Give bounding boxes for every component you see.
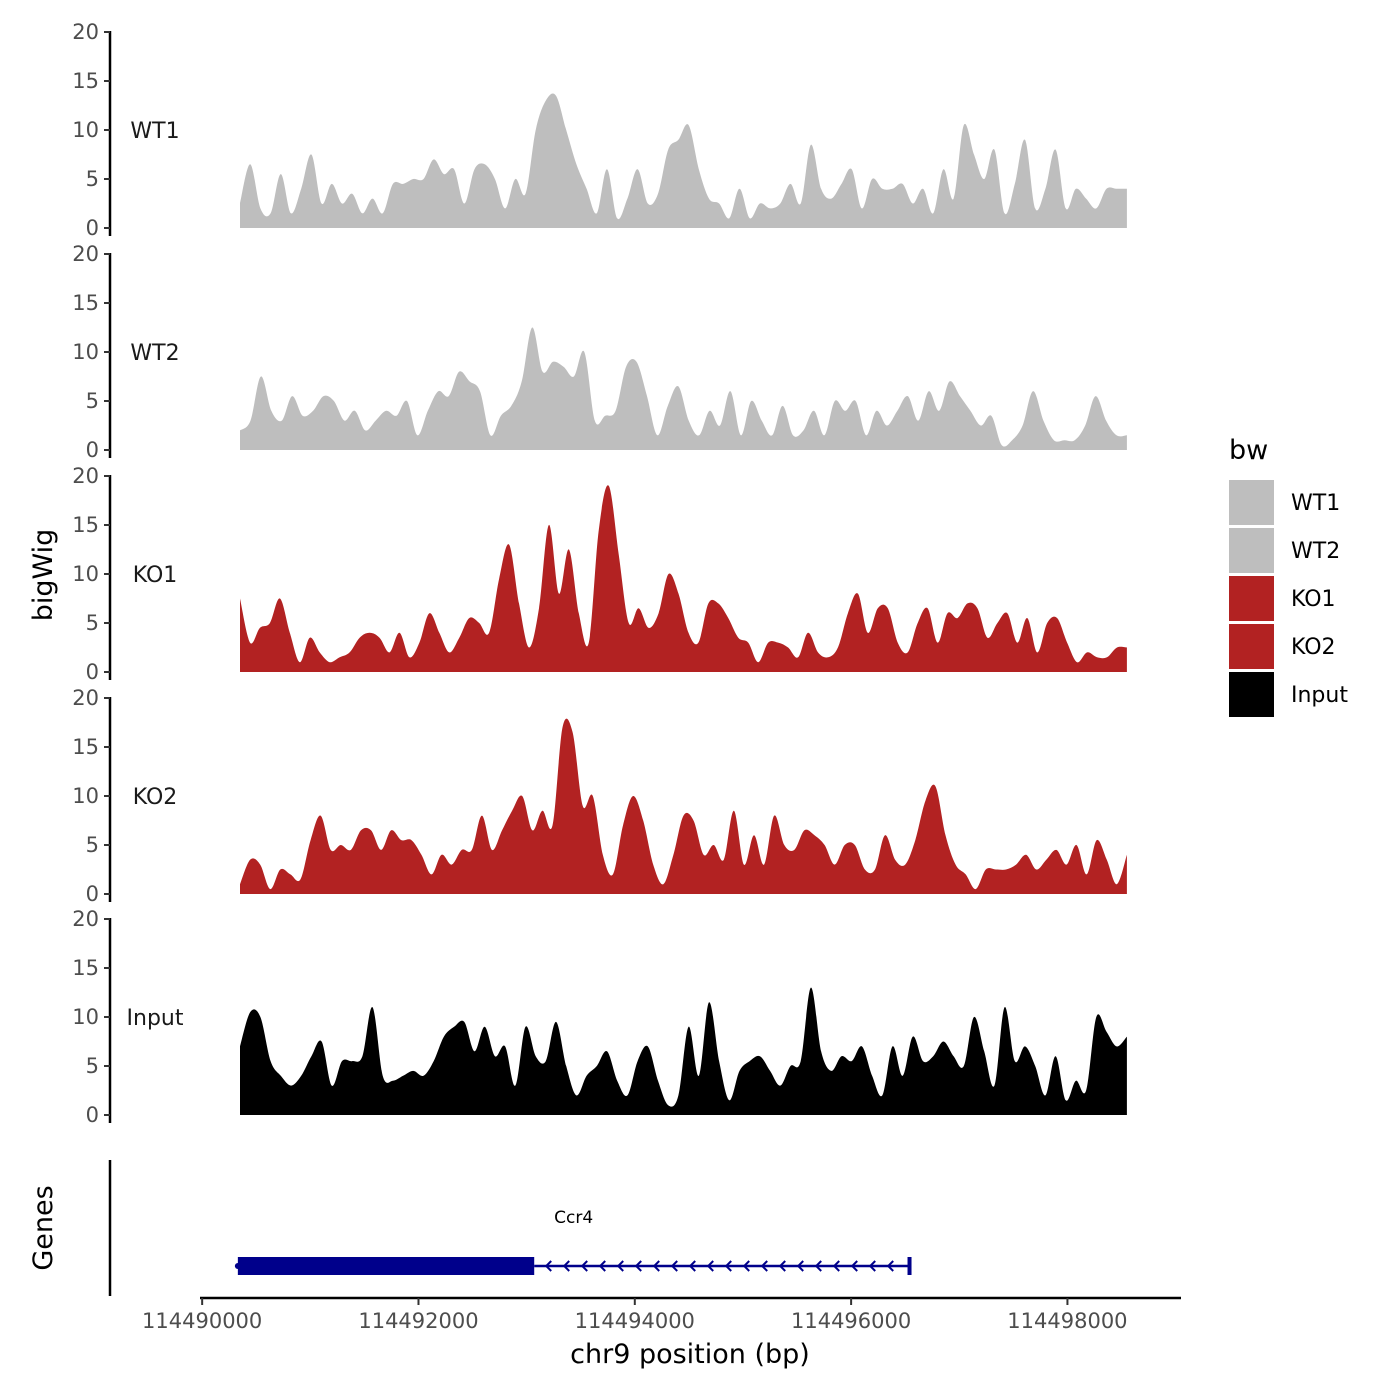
area-ko1 [240, 485, 1127, 672]
x-tick-label: 114492000 [358, 1309, 478, 1333]
legend-label-wt2: WT2 [1291, 539, 1340, 564]
legend-swatch-wt2 [1229, 528, 1274, 573]
gene-track: Ccr4 [108, 1160, 912, 1296]
y-tick-label: 0 [86, 660, 99, 684]
strand-arrow [670, 1260, 678, 1272]
y-tick-label: 0 [86, 882, 99, 906]
y-tick-label: 10 [72, 340, 99, 364]
strand-arrow [814, 1260, 822, 1272]
area-ko2 [240, 718, 1127, 894]
x-tick-label: 114490000 [142, 1309, 262, 1333]
y-tick-label: 5 [86, 1054, 99, 1078]
y-tick-label: 20 [72, 20, 99, 44]
y-tick-label: 10 [72, 562, 99, 586]
track-label-ko1: KO1 [133, 563, 178, 588]
y-tick-label: 5 [86, 389, 99, 413]
x-tick-label: 114496000 [791, 1309, 911, 1333]
legend-label-input: Input [1291, 683, 1348, 708]
track-label-wt2: WT2 [130, 341, 179, 366]
y-tick-label: 5 [86, 833, 99, 857]
legend-swatch-input [1229, 672, 1274, 717]
y-tick-label: 20 [72, 686, 99, 710]
track-input: 0 5 10 15 20 Input [72, 907, 1127, 1127]
track-wt2: 0 5 10 15 20 WT2 [72, 242, 1127, 462]
strand-arrow [562, 1260, 570, 1272]
strand-arrow [796, 1260, 804, 1272]
y-tick-label: 10 [72, 118, 99, 142]
area-input [240, 987, 1127, 1115]
y-axis-title: bigWig [28, 529, 59, 622]
area-wt2 [240, 327, 1127, 450]
legend-swatch-ko2 [1229, 624, 1274, 669]
y-tick-label: 0 [86, 438, 99, 462]
y-tick-label: 20 [72, 464, 99, 488]
legend-swatch-wt1 [1229, 480, 1274, 525]
strand-arrow [598, 1260, 606, 1272]
legend-label-ko2: KO2 [1291, 635, 1336, 660]
strand-arrow [652, 1260, 660, 1272]
strand-arrow [580, 1260, 588, 1272]
strand-arrow [850, 1260, 858, 1272]
y-tick-label: 10 [72, 1005, 99, 1029]
strand-arrow [724, 1260, 732, 1272]
track-wt1: 0 5 10 15 20 WT1 [72, 20, 1127, 240]
y-tick-label: 20 [72, 242, 99, 266]
y-tick-label: 5 [86, 167, 99, 191]
gene-start-dot [234, 1263, 241, 1269]
track-ko2: 0 5 10 15 20 KO2 [72, 686, 1127, 906]
strand-arrow [760, 1260, 768, 1272]
legend-label-ko1: KO1 [1291, 587, 1336, 612]
y-tick-label: 0 [86, 1103, 99, 1127]
coverage-tracks: 0 5 10 15 20 WT1 0 5 10 15 20 WT2 0 5 10 15 20 KO1 0 5 10 15 2… [72, 20, 1127, 1127]
area-wt1 [240, 93, 1127, 228]
track-label-ko2: KO2 [133, 785, 178, 810]
y-tick-label: 15 [72, 735, 99, 759]
track-ko1: 0 5 10 15 20 KO1 [72, 464, 1127, 684]
x-axis-title: chr9 position (bp) [570, 1339, 810, 1370]
y-tick-label: 5 [86, 611, 99, 635]
legend-swatch-ko1 [1229, 576, 1274, 621]
y-tick-label: 20 [72, 907, 99, 931]
strand-arrow [688, 1260, 696, 1272]
y-tick-label: 15 [72, 291, 99, 315]
strand-arrow [634, 1260, 642, 1272]
track-label-input: Input [127, 1006, 184, 1031]
strand-arrow [886, 1260, 894, 1272]
track-label-wt1: WT1 [130, 119, 179, 144]
gene-exon [237, 1257, 535, 1275]
strand-arrow [544, 1260, 552, 1272]
legend-label-wt1: WT1 [1291, 491, 1340, 516]
gene-utr-end [907, 1257, 912, 1275]
x-tick-label: 114498000 [1007, 1309, 1127, 1333]
y-tick-label: 0 [86, 216, 99, 240]
gene-name-label: Ccr4 [554, 1208, 593, 1228]
strand-arrow [868, 1260, 876, 1272]
genes-axis-title: Genes [28, 1185, 59, 1270]
x-tick-label: 114494000 [575, 1309, 695, 1333]
y-tick-label: 15 [72, 513, 99, 537]
x-axis: 114490000 114492000 114494000 114496000 1144… [142, 1296, 1181, 1333]
strand-arrow [778, 1260, 786, 1272]
strand-arrow [616, 1260, 624, 1272]
strand-arrow [742, 1260, 750, 1272]
y-tick-label: 15 [72, 956, 99, 980]
legend: bw WT1 WT2 KO1 KO2 Input [1229, 435, 1348, 717]
strand-arrow [706, 1260, 714, 1272]
y-tick-label: 15 [72, 69, 99, 93]
legend-title: bw [1229, 435, 1268, 466]
strand-arrow [832, 1260, 840, 1272]
y-tick-label: 10 [72, 784, 99, 808]
